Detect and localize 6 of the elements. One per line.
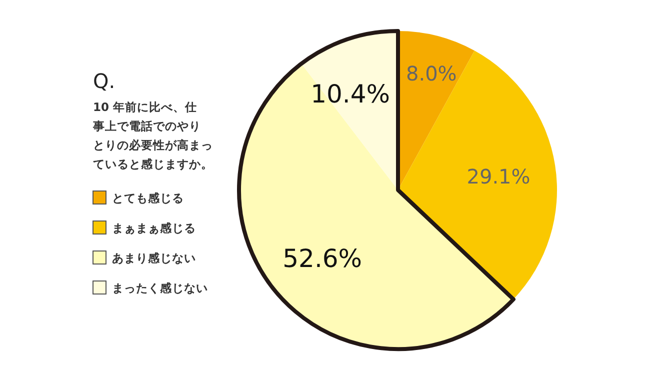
legend-label: まぁまぁ感じる	[112, 221, 196, 235]
text: Q.	[93, 69, 116, 93]
text: 10 年前に比べ、仕事上で電話でのやりとりの必要性が高まっていると感じますか。	[92, 100, 213, 171]
legend-label: あまり感じない	[112, 251, 196, 265]
legend-label: とても感じる	[112, 191, 184, 205]
legend-label: まったく感じない	[112, 281, 208, 295]
